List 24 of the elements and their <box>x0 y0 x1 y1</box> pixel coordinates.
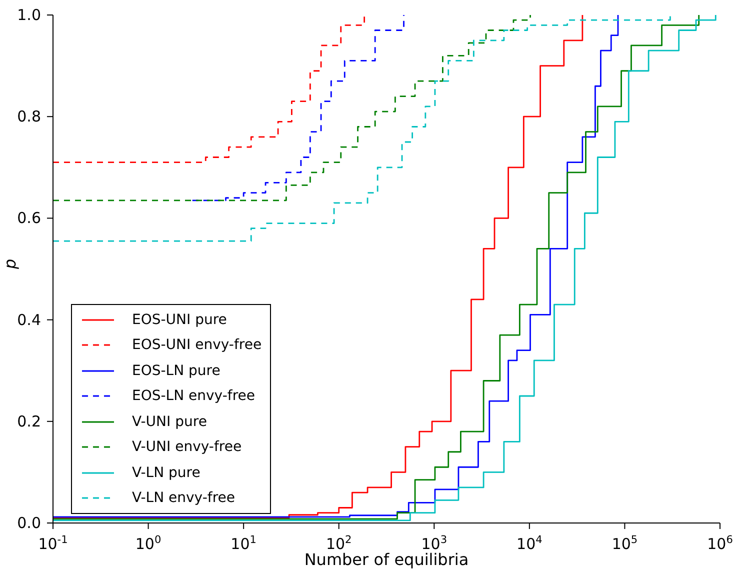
y-tick-label: 0.8 <box>17 108 41 126</box>
legend-label: EOS-UNI envy-free <box>132 337 262 354</box>
y-axis-title: p <box>0 258 20 270</box>
legend-label: V-UNI pure <box>132 414 207 430</box>
legend-label: EOS-LN pure <box>132 362 220 379</box>
legend-label: V-LN pure <box>132 464 200 481</box>
x-tick-label: 10$^{5}$ <box>612 534 638 553</box>
y-tick-label: 1.0 <box>17 6 41 24</box>
x-tick-label: 10$^{-1}$ <box>38 534 68 553</box>
x-axis-title: Number of equilibria <box>304 550 469 569</box>
legend-label: EOS-LN envy-free <box>132 388 255 404</box>
y-tick-label: 0.0 <box>17 514 41 532</box>
x-tick-label: 10$^{6}$ <box>707 534 733 553</box>
legend-label: EOS-UNI pure <box>132 312 227 328</box>
legend-label: V-LN envy-free <box>132 490 235 506</box>
x-tick-label: 10$^{2}$ <box>326 534 352 553</box>
y-tick-label: 0.6 <box>17 209 41 228</box>
x-tick-label: 10$^{0}$ <box>135 534 162 553</box>
x-tick-label: 10$^{3}$ <box>421 534 448 553</box>
legend-label: V-UNI envy-free <box>132 439 242 456</box>
y-tick-label: 0.2 <box>17 412 41 430</box>
y-tick-label: 0.4 <box>17 310 41 329</box>
x-tick-label: 10$^{1}$ <box>230 534 256 553</box>
x-tick-label: 10$^{4}$ <box>516 534 543 553</box>
